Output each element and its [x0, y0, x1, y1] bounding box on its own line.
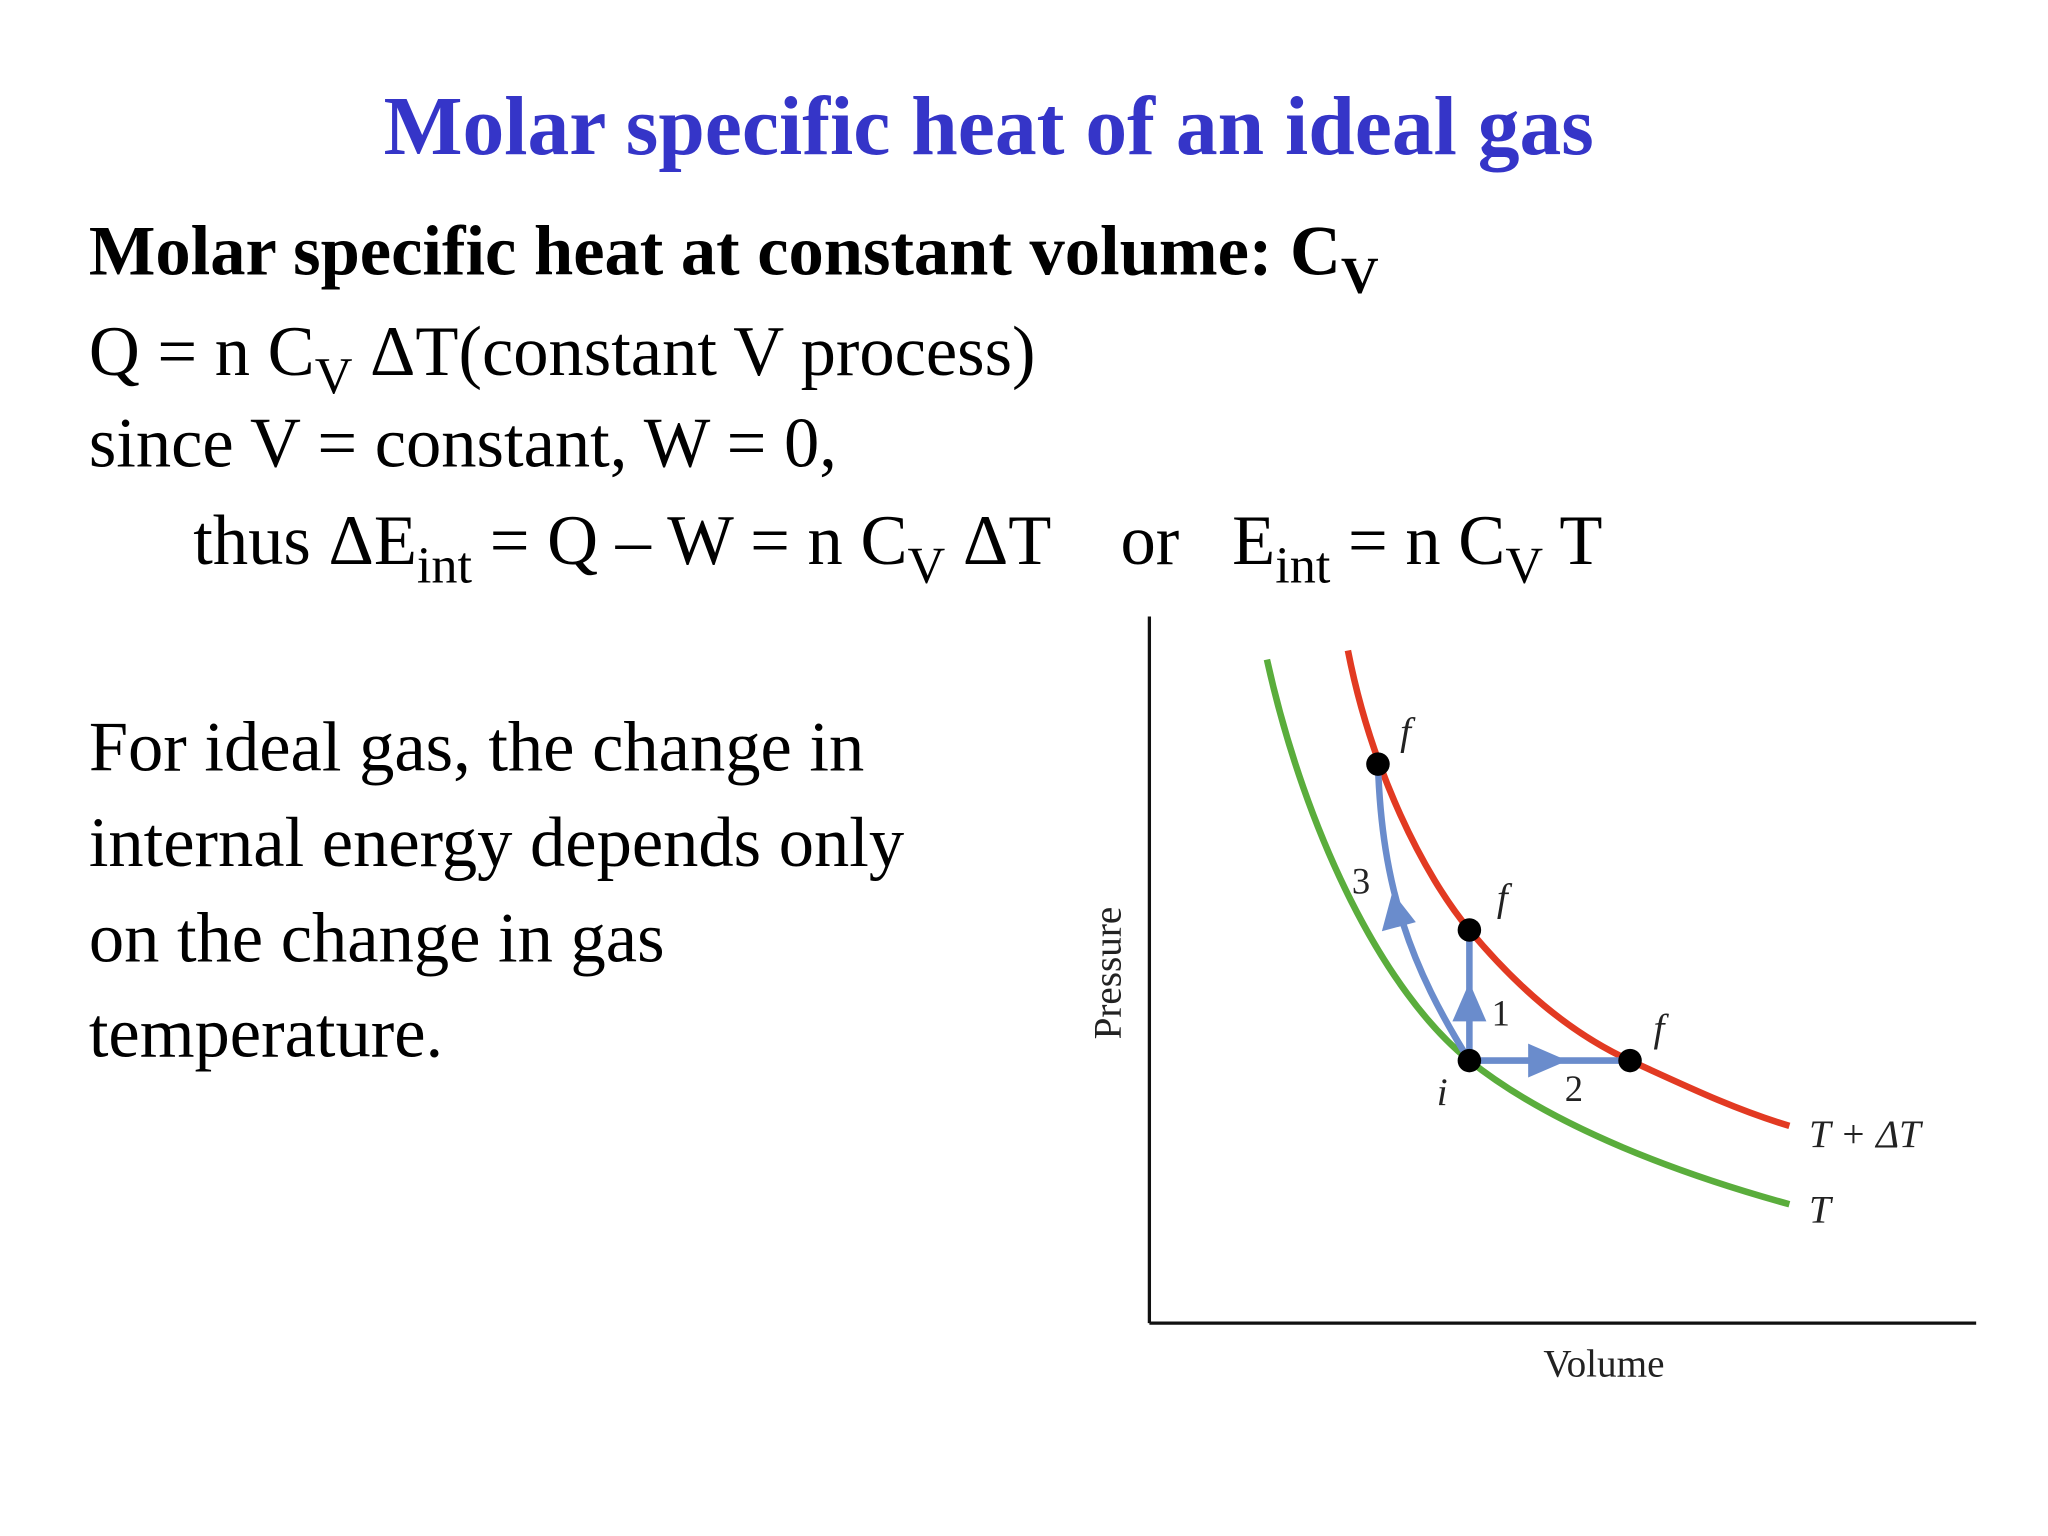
curve-label: T	[1809, 1189, 1834, 1232]
text-run: ΔT or E	[945, 502, 1275, 580]
isotherm-t-dt	[1344, 649, 1791, 1130]
path-label: 1	[1492, 992, 1510, 1033]
point-label: i	[1437, 1071, 1448, 1114]
slide-title: Molar specific heat of an ideal gas	[384, 81, 1594, 173]
paragraph-line: on the change in gas	[89, 899, 665, 977]
paragraph-line: temperature.	[89, 995, 443, 1073]
pv-diagram	[1147, 616, 1977, 1325]
text-run: Q = n C	[89, 313, 315, 391]
section-heading: Molar specific heat at constant volume: …	[89, 212, 1379, 304]
text-run: ΔT(constant V process)	[352, 313, 1035, 391]
subscript: int	[417, 537, 473, 595]
state-point	[1457, 1048, 1482, 1073]
text-run: Molar specific heat at constant volume: …	[89, 212, 1341, 290]
equation-line: since V = constant, W = 0,	[89, 404, 837, 482]
arrow-head	[1528, 1043, 1568, 1078]
subscript: V	[907, 537, 945, 595]
text-run: T	[1543, 502, 1602, 580]
y-axis-label: Pressure	[1087, 907, 1130, 1040]
text-run: = Q – W = n C	[472, 502, 907, 580]
subscript: int	[1275, 537, 1331, 595]
text-run: thus ΔE	[193, 502, 417, 580]
text-run: since V = constant, W = 0,	[89, 404, 837, 482]
arrow-head	[1452, 982, 1487, 1022]
x-axis-label: Volume	[1543, 1343, 1664, 1386]
equation-line: Q = n CV ΔT(constant V process)	[89, 313, 1036, 405]
path-label: 2	[1565, 1068, 1583, 1109]
text-run: = n C	[1330, 502, 1505, 580]
state-point	[1457, 918, 1482, 942]
state-point	[1618, 1048, 1642, 1073]
diagram-labels: Pressure Volume T + ΔT T f f f i 3 1 2	[1087, 710, 1924, 1385]
subscript: V	[1341, 247, 1379, 305]
subscript: V	[1505, 537, 1543, 595]
path-label: 3	[1352, 860, 1370, 901]
state-point	[1366, 752, 1390, 776]
paragraph-line: For ideal gas, the change in	[89, 709, 864, 787]
equation-line: thus ΔEint = Q – W = n CV ΔT or Eint = n…	[193, 502, 1602, 594]
paragraph-line: internal energy depends only	[89, 804, 904, 882]
arrow-head	[1381, 892, 1416, 932]
subscript: V	[315, 347, 353, 405]
curve-label: T + ΔT	[1809, 1113, 1924, 1156]
